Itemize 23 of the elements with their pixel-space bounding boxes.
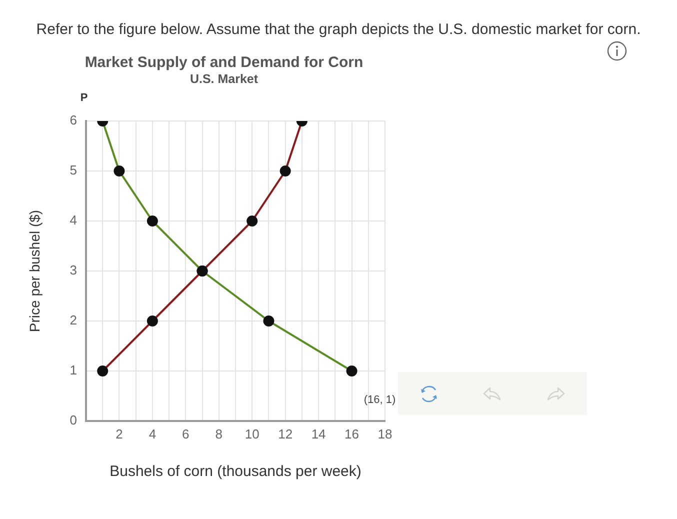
x-axis-title: Bushels of corn (thousands per week) (110, 463, 362, 480)
text: Refer to the figure below. Assume that the graph depicts the U.S. domestic market for corn. (35, 21, 642, 38)
y-tick-label: 6 (70, 112, 77, 128)
x-tick-label: 4 (148, 426, 156, 442)
annotation: (16, 1) (364, 394, 396, 406)
chart-title: Market Supply of and Demand for Corn (84, 54, 364, 71)
x-tick-label: 14 (311, 426, 326, 442)
x-tick-label: 8 (215, 426, 223, 442)
x-tick-label: 6 (182, 426, 190, 442)
x-tick-label: 12 (278, 426, 293, 442)
x-tick-label: 10 (244, 426, 260, 442)
y-axis-title: Price per bushel ($) (26, 210, 42, 332)
x-tick-label: 2 (116, 426, 123, 442)
text: P (79, 92, 89, 104)
chart-subtitle: U.S. Market (188, 72, 260, 86)
y-tick-label: 3 (70, 262, 77, 278)
y-tick-label: 2 (70, 312, 77, 328)
y-tick-label: 0 (70, 412, 77, 428)
y-tick-label: 4 (70, 212, 77, 228)
x-tick-label: 16 (344, 426, 360, 442)
y-tick-label: 5 (70, 162, 77, 178)
x-tick-label: 18 (378, 426, 392, 442)
y-tick-label: 1 (70, 362, 77, 378)
